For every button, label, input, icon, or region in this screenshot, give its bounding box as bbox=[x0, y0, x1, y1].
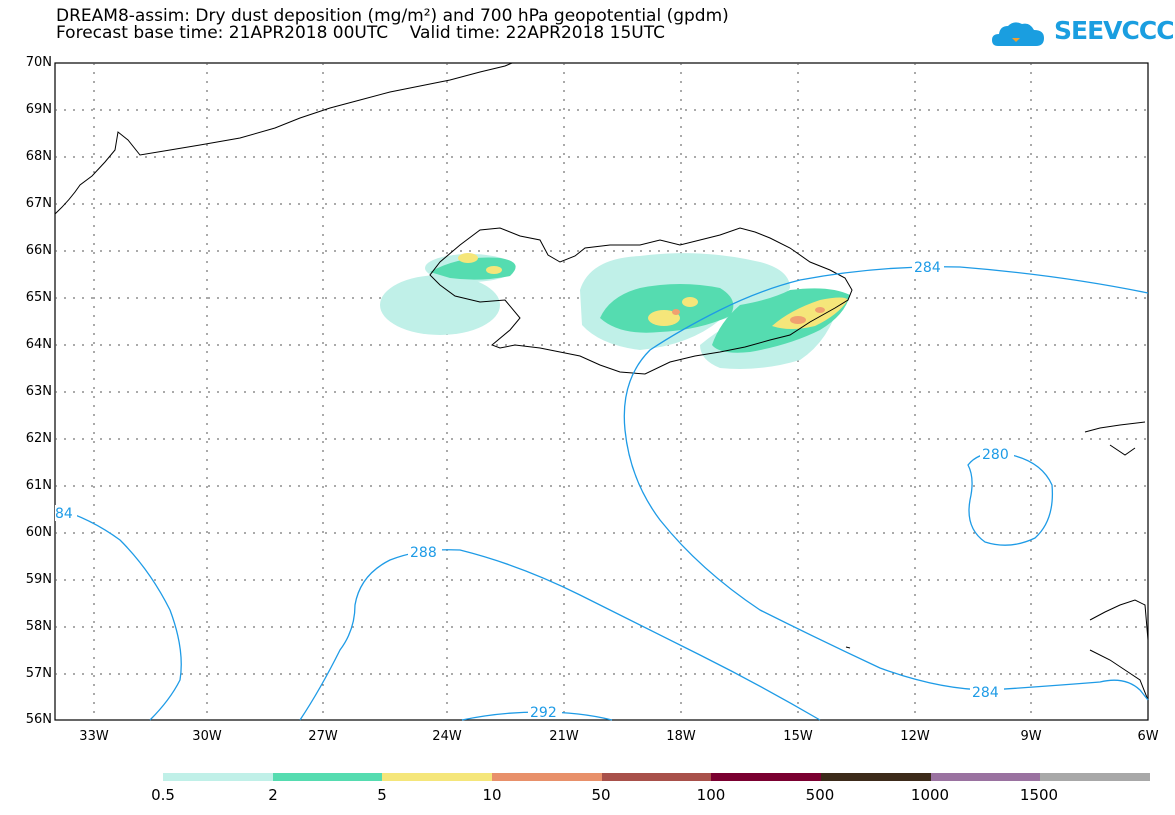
lat-label: 65N bbox=[25, 290, 52, 305]
lon-label: 21W bbox=[549, 729, 579, 744]
contour-label-292: 292 bbox=[530, 705, 557, 721]
lat-label: 68N bbox=[25, 149, 52, 164]
lon-label: 15W bbox=[783, 729, 813, 744]
colorbar-label: 10 bbox=[482, 786, 502, 804]
colorbar-label: 50 bbox=[591, 786, 611, 804]
contour-label-84: 84 bbox=[55, 506, 73, 522]
graticule bbox=[55, 63, 1148, 720]
lat-label: 63N bbox=[25, 384, 52, 399]
colorbar-swatch bbox=[601, 773, 712, 781]
colorbar-swatch bbox=[163, 773, 273, 781]
lat-label: 67N bbox=[25, 196, 52, 211]
colorbar-label: 1000 bbox=[910, 786, 950, 804]
colorbar-label: 0.5 bbox=[151, 786, 175, 804]
logo-text: SEEVCCC bbox=[1054, 16, 1175, 45]
lat-label: 69N bbox=[25, 102, 52, 117]
colorbar-swatch bbox=[492, 773, 602, 781]
colorbar-label: 500 bbox=[805, 786, 835, 804]
lat-label: 60N bbox=[25, 525, 52, 540]
colorbar bbox=[163, 773, 1151, 781]
colorbar-swatch bbox=[711, 773, 822, 781]
lon-label: 27W bbox=[308, 729, 338, 744]
colorbar-swatch bbox=[382, 773, 493, 781]
lat-label: 58N bbox=[25, 619, 52, 634]
lon-label: 9W bbox=[1020, 729, 1042, 744]
contour-label-288: 288 bbox=[410, 545, 437, 561]
lat-label: 70N bbox=[25, 55, 52, 70]
lon-label: 33W bbox=[79, 729, 109, 744]
contour-label-280: 280 bbox=[982, 447, 1009, 463]
map-title-line-1: DREAM8-assim: Dry dust deposition (mg/m²… bbox=[56, 6, 729, 26]
colorbar-swatch bbox=[272, 773, 383, 781]
colorbar-label: 1500 bbox=[1019, 786, 1059, 804]
lon-label: 24W bbox=[432, 729, 462, 744]
contour-label-284-east: 284 bbox=[914, 260, 941, 276]
lat-label: 64N bbox=[25, 337, 52, 352]
contour-label-284-south: 284 bbox=[972, 685, 999, 701]
lat-label: 66N bbox=[25, 243, 52, 258]
lon-label: 6W bbox=[1137, 729, 1159, 744]
lat-label: 59N bbox=[25, 572, 52, 587]
lat-label: 61N bbox=[25, 478, 52, 493]
lat-label: 62N bbox=[25, 431, 52, 446]
colorbar-label: 5 bbox=[377, 786, 387, 804]
cloud-icon bbox=[992, 22, 1044, 46]
colorbar-swatch bbox=[930, 773, 1041, 781]
dust-shading-10 bbox=[672, 307, 825, 324]
coastlines bbox=[54, 62, 1149, 701]
lat-label: 57N bbox=[25, 666, 52, 681]
colorbar-swatch bbox=[821, 773, 931, 781]
lon-label: 18W bbox=[666, 729, 696, 744]
lat-label: 56N bbox=[25, 712, 52, 727]
colorbar-label: 2 bbox=[268, 786, 278, 804]
map-title-line-2: Forecast base time: 21APR2018 00UTC Vali… bbox=[56, 23, 665, 43]
lon-label: 30W bbox=[192, 729, 222, 744]
lon-label: 12W bbox=[900, 729, 930, 744]
colorbar-label: 100 bbox=[696, 786, 726, 804]
colorbar-swatch bbox=[1040, 773, 1151, 781]
